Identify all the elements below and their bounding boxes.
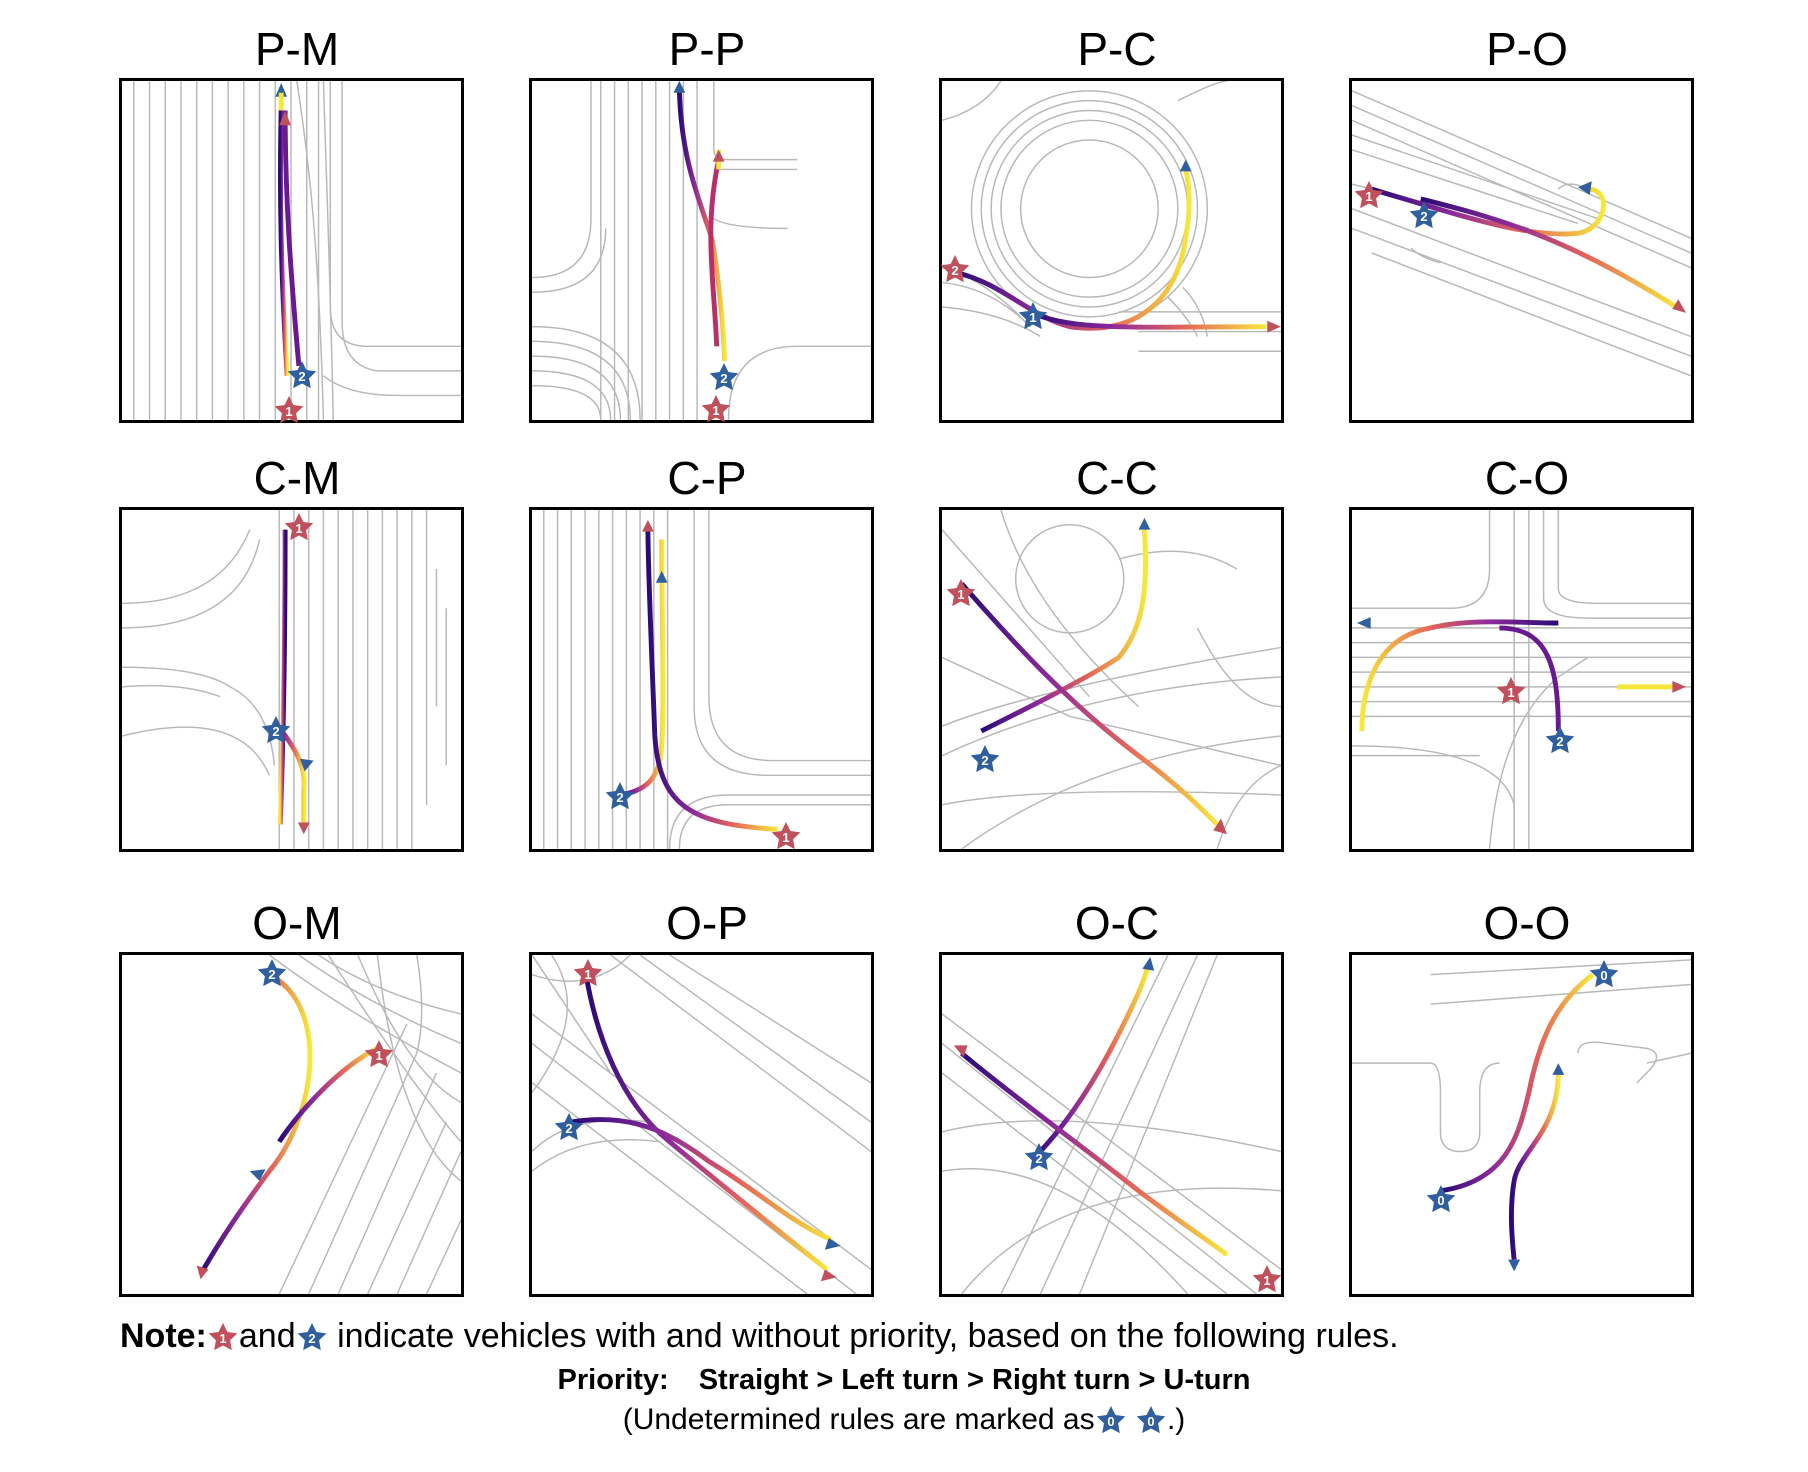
panel-title-o-m: O-M xyxy=(252,897,342,949)
panel-p-m xyxy=(119,78,464,423)
scene-o-p xyxy=(532,955,871,1294)
panel-o-c xyxy=(939,952,1284,1297)
scene-p-m xyxy=(133,81,461,420)
panel-title-c-c: C-C xyxy=(1076,452,1158,504)
undetermined-star-icon-a: 0 xyxy=(1096,1406,1125,1434)
panel-c-o xyxy=(1349,507,1694,852)
priority-star-icon: 1 xyxy=(208,1323,238,1351)
panel-p-o xyxy=(1349,78,1694,423)
scene-o-c xyxy=(942,955,1281,1294)
panel-c-c xyxy=(939,507,1284,852)
panel-title-p-o: P-O xyxy=(1486,23,1568,75)
panel-title-p-p: P-P xyxy=(668,23,746,75)
panel-o-p xyxy=(529,952,874,1297)
priority-line: Priority: Straight > Left turn > Right tu… xyxy=(0,1364,1808,1397)
svg-text:2: 2 xyxy=(308,1331,315,1346)
undetermined-line: (Undetermined rules are marked as 0 0.) xyxy=(0,1403,1808,1437)
priority-rule: Straight > Left turn > Right turn > U-tu… xyxy=(698,1364,1251,1396)
scene-c-m xyxy=(122,510,447,849)
svg-text:1: 1 xyxy=(219,1331,226,1346)
scene-c-p xyxy=(543,510,871,849)
svg-text:0: 0 xyxy=(1147,1414,1154,1429)
note-text: indicate vehicles with and without prior… xyxy=(337,1317,1399,1355)
scene-p-p xyxy=(532,81,871,420)
panel-title-p-c: P-C xyxy=(1077,23,1157,75)
panel-o-o xyxy=(1349,952,1694,1297)
scene-o-o xyxy=(1352,959,1691,1272)
panel-p-c xyxy=(939,78,1284,423)
priority-label: Priority: xyxy=(557,1364,669,1396)
panel-c-m xyxy=(119,507,464,852)
panel-c-p xyxy=(529,507,874,852)
note-and: and xyxy=(238,1317,296,1355)
panel-title-c-m: C-M xyxy=(253,452,341,504)
note-label: Note: xyxy=(120,1317,207,1355)
scene-o-m xyxy=(196,955,461,1294)
scene-c-o xyxy=(1352,510,1691,849)
panel-title-p-m: P-M xyxy=(254,23,340,75)
panel-title-c-o: C-O xyxy=(1484,452,1570,504)
non-priority-star-icon: 2 xyxy=(297,1323,326,1351)
panel-p-p xyxy=(529,78,874,423)
svg-text:0: 0 xyxy=(1107,1414,1114,1429)
scene-p-c xyxy=(942,81,1281,352)
undetermined-suffix: .) xyxy=(1166,1403,1186,1436)
scene-p-o xyxy=(1352,90,1691,377)
panel-title-o-p: O-P xyxy=(666,897,748,949)
panel-title-o-c: O-C xyxy=(1074,897,1160,949)
undetermined-prefix: (Undetermined rules are marked as xyxy=(622,1403,1095,1436)
panel-title-c-p: C-P xyxy=(667,452,747,504)
scene-c-c xyxy=(942,510,1281,849)
panel-title-o-o: O-O xyxy=(1483,897,1571,949)
undetermined-star-icon-b: 0 xyxy=(1136,1406,1166,1434)
note-line: Note: 1 and 2 indicate vehicles with and wi… xyxy=(120,1316,1399,1356)
panel-o-m xyxy=(119,952,464,1297)
